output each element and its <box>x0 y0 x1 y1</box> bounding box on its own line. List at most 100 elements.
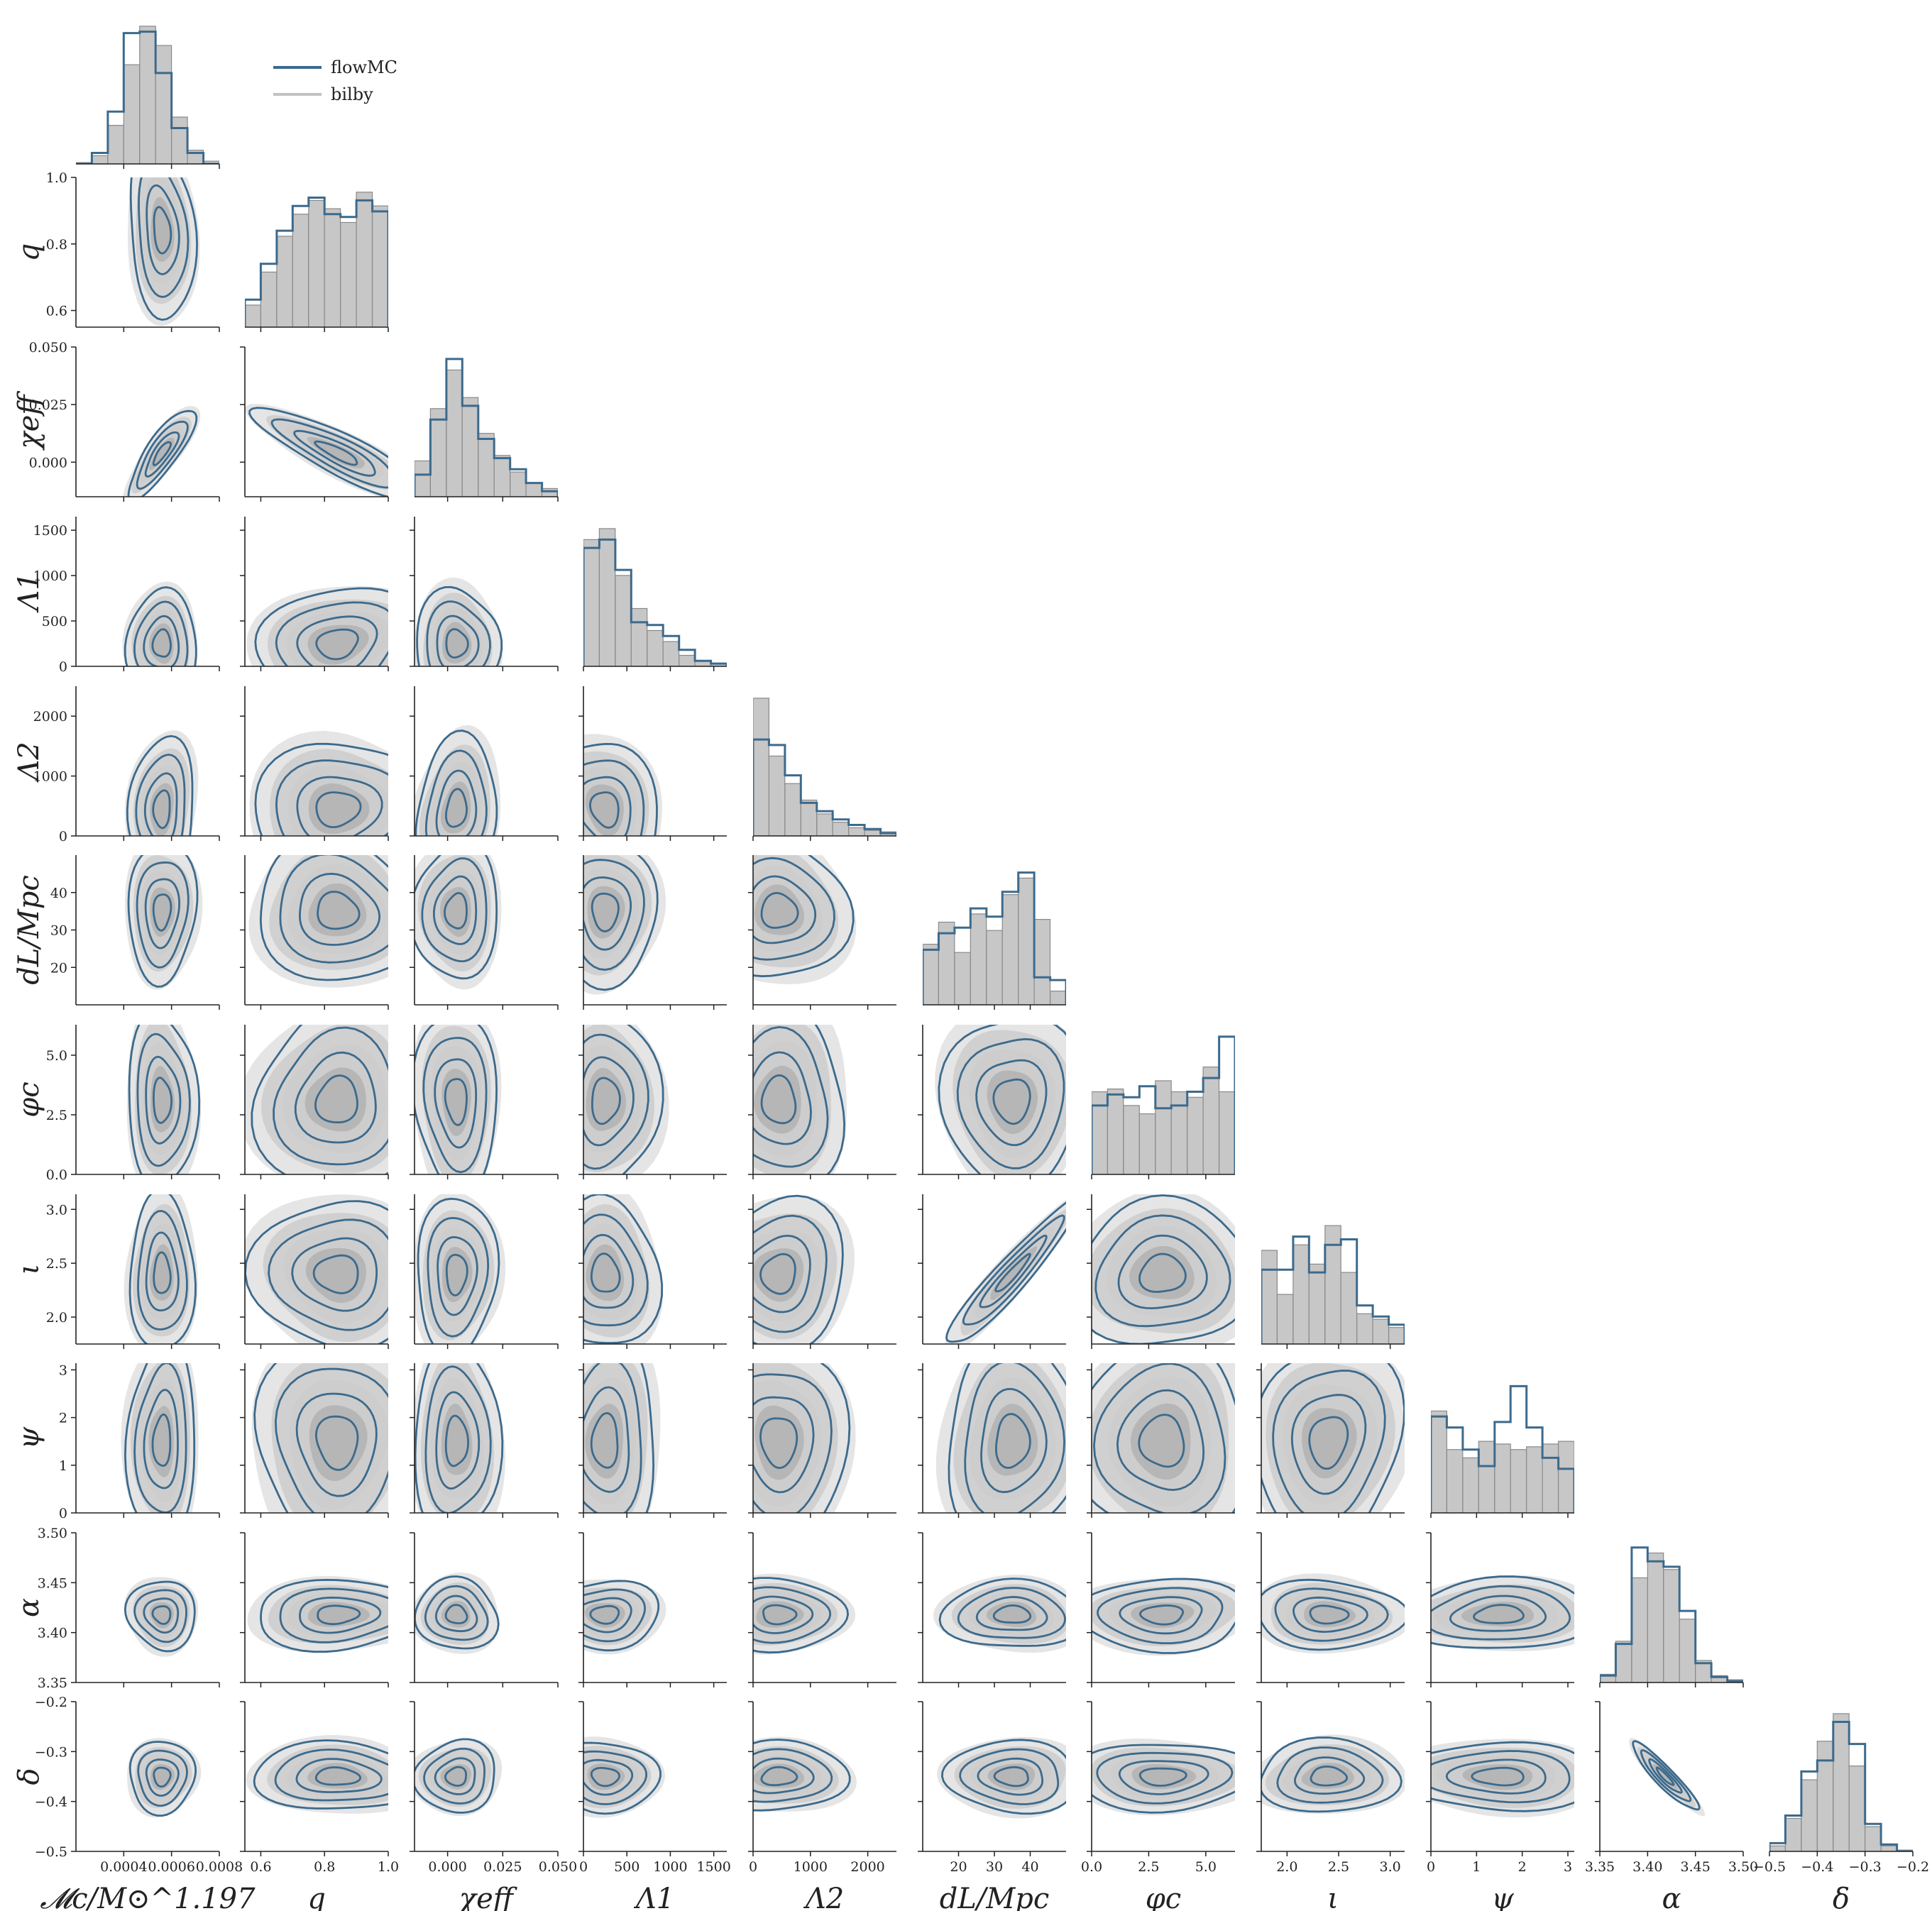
kde-contour-flowmc-dl-mc-3 <box>152 893 172 932</box>
hist-bar-bilby-phi-2 <box>1123 1105 1140 1174</box>
panel-content <box>415 1738 503 1817</box>
hist-bar-bilby-mc-6 <box>171 116 188 164</box>
kde-contour-flowmc-dl-l2-1 <box>753 857 835 961</box>
hist-step-flowmc-dl <box>923 871 1066 1005</box>
kde-contour-flowmc-iota-chi-3 <box>445 1253 468 1296</box>
kde-contour-flowmc-l2-chi-3 <box>444 788 468 828</box>
kde-contour-flowmc-q-mc-0 <box>129 177 199 321</box>
panel-phi-l2 <box>748 1025 896 1179</box>
x-axis-label-psi: ψ <box>1491 1883 1514 1911</box>
kde-contour-flowmc-alpha-q-1 <box>279 1587 388 1643</box>
panel-content <box>246 1735 388 1814</box>
kde-contour-flowmc-delta-mc-2 <box>145 1758 180 1797</box>
panel-content <box>251 1363 388 1513</box>
kde-contour-flowmc-psi-mc-2 <box>143 1389 179 1489</box>
kde-contour-flowmc-phi-q-1 <box>273 1026 388 1166</box>
kde-contour-flowmc-phi-q-0 <box>251 1025 388 1174</box>
kde-contour-flowmc-alpha-mc-0 <box>124 1580 196 1653</box>
kde-contour-flowmc-iota-chi-2 <box>437 1235 478 1316</box>
kde-contour-flowmc-l2-q-2 <box>296 776 383 836</box>
kde-contour-flowmc-iota-q-2 <box>291 1237 378 1312</box>
hist-bar-bilby-psi-3 <box>1478 1441 1495 1513</box>
panel-content <box>933 1575 1066 1653</box>
hist-bar-bilby-chi-6 <box>510 471 527 497</box>
kde-contour-flowmc-dl-q-2 <box>298 872 381 946</box>
panel-l1-l1 <box>583 528 727 671</box>
panel-l2-chi <box>410 686 559 841</box>
kde-contour-flowmc-phi-dl-2 <box>975 1059 1048 1146</box>
hist-bar-bilby-chi-8 <box>541 488 558 497</box>
kde-contour-flowmc-phi-mc-2 <box>145 1055 182 1145</box>
panel-content <box>124 1194 198 1344</box>
hist-step-flowmc-l1 <box>583 538 727 666</box>
x-tick-label-psi-1: 1 <box>1472 1859 1481 1875</box>
hist-bar-bilby-q-3 <box>292 214 309 327</box>
legend-label-bilby: bilby <box>331 84 373 104</box>
y-axis-label-iota: ι <box>13 1264 45 1275</box>
kde-contour-flowmc-l1-chi-3 <box>445 628 469 659</box>
kde-contour-flowmc-l1-mc-2 <box>143 615 180 666</box>
kde-contour-flowmc-alpha-mc-1 <box>133 1589 187 1643</box>
y-axis-label-l2: Λ2 <box>13 742 45 783</box>
y-tick-label-phi-2: 5.0 <box>46 1048 67 1064</box>
x-axis-label-phi: φc <box>1146 1883 1181 1911</box>
kde-contour-flowmc-phi-l2-1 <box>753 1025 829 1168</box>
kde-contour-flowmc-psi-l2-3 <box>759 1417 798 1470</box>
kde-contour-flowmc-dl-mc-0 <box>127 855 199 988</box>
kde-fill-bilby-chi-q-3 <box>307 436 365 469</box>
panel-delta-psi: 0 1 2 3 <box>1426 1701 1574 1875</box>
hist-bar-bilby-psi-1 <box>1446 1449 1464 1513</box>
kde-contour-flowmc-delta-psi-0 <box>1431 1741 1574 1812</box>
hist-bar-bilby-chi-5 <box>493 455 511 497</box>
panel-content <box>1769 1713 1913 1851</box>
panel-dl-chi <box>410 855 559 1010</box>
hist-bar-bilby-delta-2 <box>1801 1779 1818 1851</box>
kde-contour-flowmc-psi-dl-3 <box>994 1413 1031 1469</box>
kde-contour-flowmc-delta-alpha-3 <box>1655 1766 1675 1786</box>
kde-contour-flowmc-dl-mc-1 <box>136 861 190 969</box>
kde-contour-flowmc-l2-l1-2 <box>583 776 632 836</box>
panel-alpha-l2 <box>748 1532 896 1687</box>
hist-bar-bilby-iota-1 <box>1276 1294 1294 1344</box>
kde-contour-flowmc-l1-q-0 <box>254 587 388 666</box>
panel-content <box>415 1194 506 1344</box>
kde-contour-flowmc-delta-iota-1 <box>1276 1746 1384 1804</box>
x-axis-label-chi: χeff <box>457 1883 518 1911</box>
hist-bar-bilby-dl-1 <box>938 921 955 1005</box>
panel-content <box>753 1363 856 1513</box>
kde-contour-flowmc-alpha-dl-2 <box>975 1596 1048 1631</box>
kde-contour-flowmc-phi-dl-3 <box>992 1078 1031 1125</box>
x-tick-label-l2-0: 0 <box>749 1859 757 1875</box>
legend: flowMC bilby <box>273 57 397 104</box>
hist-bar-bilby-chi-7 <box>525 482 543 497</box>
panel-l1-chi <box>410 517 559 671</box>
hist-bar-bilby-psi-7 <box>1542 1443 1559 1513</box>
kde-contour-flowmc-delta-iota-3 <box>1310 1766 1349 1787</box>
panel-content <box>124 730 199 836</box>
kde-contour-flowmc-alpha-phi-0 <box>1092 1577 1235 1654</box>
hist-bar-bilby-dl-7 <box>1033 918 1051 1005</box>
panel-content <box>245 1194 388 1344</box>
kde-contour-flowmc-delta-phi-3 <box>1138 1767 1187 1787</box>
panel-phi-phi <box>1091 1035 1235 1179</box>
panel-psi-iota <box>1256 1363 1405 1518</box>
panel-content <box>415 1573 500 1654</box>
panel-content <box>415 725 501 836</box>
x-tick-label-l1-2: 1000 <box>653 1859 687 1875</box>
hist-bar-bilby-alpha-5 <box>1679 1619 1696 1683</box>
x-tick-label-iota-0: 2.0 <box>1276 1859 1297 1875</box>
y-tick-label-alpha-2: 3.45 <box>38 1575 67 1591</box>
kde-contour-flowmc-alpha-dl-3 <box>992 1604 1032 1624</box>
kde-contour-flowmc-dl-q-3 <box>317 891 361 930</box>
kde-contour-flowmc-psi-l1-2 <box>583 1386 630 1493</box>
kde-contour-flowmc-delta-alpha-1 <box>1640 1748 1692 1802</box>
kde-contour-flowmc-dl-l2-0 <box>753 855 855 978</box>
panel-alpha-alpha <box>1599 1546 1744 1687</box>
hist-bar-bilby-delta-0 <box>1769 1845 1786 1851</box>
panel-delta-q: 0.6 0.8 1.0 <box>240 1701 399 1875</box>
panel-iota-phi <box>1087 1194 1235 1349</box>
kde-contour-flowmc-psi-phi-3 <box>1138 1414 1185 1468</box>
panel-alpha-psi <box>1426 1532 1574 1687</box>
kde-contour-flowmc-l2-chi-2 <box>435 769 478 836</box>
panel-delta-alpha: 3.35 3.40 3.45 3.50 <box>1585 1701 1758 1875</box>
